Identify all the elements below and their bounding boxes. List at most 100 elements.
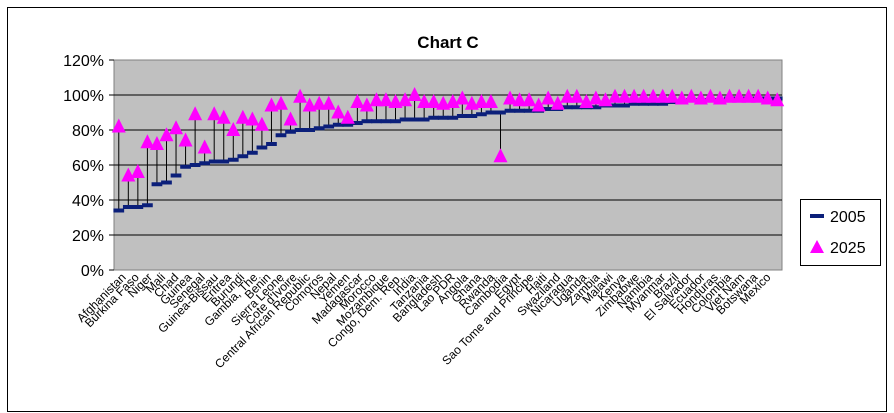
y-tick-label: 20% <box>72 228 104 245</box>
marker-2005 <box>332 122 344 127</box>
marker-2005 <box>361 119 373 124</box>
marker-2025 <box>627 88 642 103</box>
legend-box <box>800 199 881 266</box>
marker-2005 <box>342 122 354 127</box>
marker-2005 <box>218 159 230 164</box>
marker-2025 <box>655 88 670 103</box>
marker-2005 <box>170 173 182 178</box>
marker-2025 <box>245 111 260 126</box>
marker-2005 <box>619 103 630 108</box>
marker-2005 <box>657 101 669 106</box>
marker-2025 <box>226 122 241 136</box>
marker-2025 <box>216 109 231 124</box>
marker-2025 <box>130 164 145 178</box>
marker-2025 <box>722 88 737 103</box>
marker-2025 <box>522 92 537 107</box>
marker-2005 <box>485 110 497 115</box>
marker-2005 <box>285 129 296 134</box>
marker-2025 <box>608 88 622 103</box>
y-tick-label: 120% <box>63 53 104 70</box>
marker-2005 <box>304 128 315 132</box>
legend: 2005 2025 <box>800 199 881 266</box>
marker-2005 <box>294 128 306 132</box>
y-tick-label: 60% <box>72 158 104 175</box>
marker-2025 <box>398 92 413 107</box>
marker-2025 <box>149 136 164 150</box>
marker-2005 <box>199 161 211 166</box>
legend-2005-marker <box>810 214 824 218</box>
chart-title: Chart C <box>417 33 478 52</box>
marker-2025 <box>159 127 174 142</box>
gridlines <box>109 59 782 271</box>
marker-2005 <box>609 103 621 108</box>
marker-2025 <box>350 94 365 108</box>
marker-2005 <box>237 154 249 159</box>
marker-2005 <box>447 115 459 120</box>
marker-2005 <box>542 107 554 111</box>
marker-2025 <box>732 88 747 103</box>
marker-2025 <box>293 88 308 103</box>
marker-2025 <box>188 106 203 121</box>
marker-2005 <box>514 108 525 113</box>
marker-2005 <box>323 124 335 129</box>
marker-2025 <box>331 104 346 119</box>
series-2025 <box>111 87 785 182</box>
marker-2025 <box>751 88 766 103</box>
marker-2025 <box>169 120 184 135</box>
marker-2005 <box>380 119 392 124</box>
marker-2025 <box>741 88 756 103</box>
marker-2005 <box>180 164 191 169</box>
marker-2005 <box>227 157 239 162</box>
marker-2005 <box>456 114 468 118</box>
marker-2025 <box>550 95 565 110</box>
marker-2025 <box>493 148 508 163</box>
y-tick-label: 100% <box>63 88 104 105</box>
marker-2005 <box>161 180 172 185</box>
marker-2005 <box>628 101 640 106</box>
marker-2025 <box>760 90 775 105</box>
y-tick-label: 0% <box>81 263 104 280</box>
marker-2005 <box>590 105 602 110</box>
marker-2025 <box>235 109 250 124</box>
marker-2005 <box>504 108 516 113</box>
marker-2005 <box>189 163 201 167</box>
marker-2005 <box>351 121 363 125</box>
marker-2025 <box>474 94 489 108</box>
marker-2005 <box>122 205 134 209</box>
marker-2005 <box>638 101 649 106</box>
marker-2025 <box>636 88 651 103</box>
marker-2005 <box>399 117 411 122</box>
marker-2025 <box>140 134 155 149</box>
marker-2005 <box>113 208 125 213</box>
marker-2025 <box>378 92 393 107</box>
marker-2025 <box>178 132 193 147</box>
marker-2005 <box>142 203 153 208</box>
legend-2025-label: 2025 <box>830 240 866 257</box>
marker-2025 <box>770 92 785 107</box>
y-tick-label: 80% <box>72 123 104 140</box>
marker-2005 <box>476 112 487 117</box>
marker-2025 <box>646 88 661 103</box>
marker-2005 <box>275 133 287 138</box>
marker-2025 <box>512 92 527 107</box>
marker-2005 <box>313 126 325 131</box>
marker-2025 <box>503 90 518 105</box>
marker-2025 <box>407 87 422 101</box>
marker-2025 <box>312 95 327 110</box>
marker-2025 <box>254 116 269 131</box>
marker-2005 <box>561 105 573 110</box>
marker-2025 <box>531 97 546 112</box>
marker-2025 <box>569 88 584 103</box>
marker-2025 <box>426 94 441 108</box>
marker-2005 <box>466 114 478 118</box>
marker-2005 <box>571 105 583 110</box>
legend-2025-marker <box>810 240 824 253</box>
marker-2005 <box>390 119 401 124</box>
marker-2005 <box>247 150 258 155</box>
marker-2025 <box>541 90 556 105</box>
marker-2025 <box>369 92 384 107</box>
marker-2005 <box>428 115 440 120</box>
marker-2025 <box>417 94 432 108</box>
